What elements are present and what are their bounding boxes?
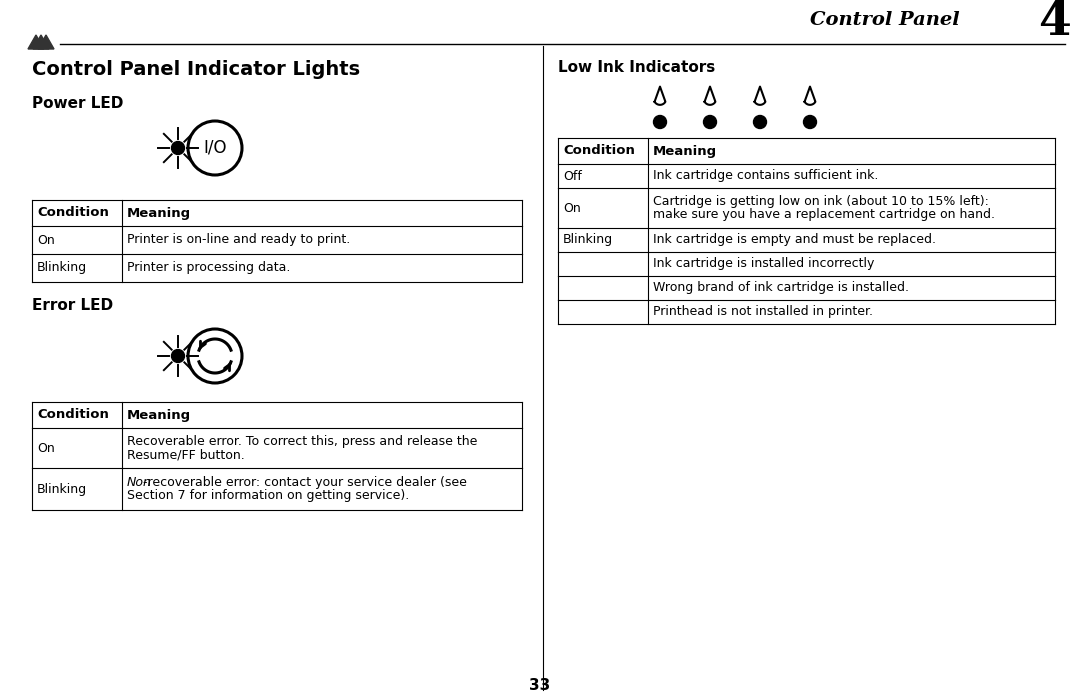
Circle shape: [172, 350, 185, 362]
Text: 4: 4: [1039, 0, 1071, 45]
Text: Condition: Condition: [37, 408, 109, 422]
Text: Power LED: Power LED: [32, 96, 123, 111]
Polygon shape: [28, 35, 44, 49]
Text: Printhead is not installed in printer.: Printhead is not installed in printer.: [653, 306, 873, 318]
Text: Cartridge is getting low on ink (about 10 to 15% left):: Cartridge is getting low on ink (about 1…: [653, 195, 989, 208]
Text: Ink cartridge is installed incorrectly: Ink cartridge is installed incorrectly: [653, 258, 875, 271]
Text: Blinking: Blinking: [37, 482, 87, 496]
Circle shape: [804, 115, 816, 128]
Text: Ink cartridge is empty and must be replaced.: Ink cartridge is empty and must be repla…: [653, 234, 936, 246]
Text: -recoverable error: contact your service dealer (see: -recoverable error: contact your service…: [143, 476, 467, 489]
Text: Meaning: Meaning: [653, 144, 717, 158]
Text: Error LED: Error LED: [32, 298, 113, 313]
Text: Condition: Condition: [563, 144, 635, 158]
Circle shape: [703, 115, 716, 128]
Text: make sure you have a replacement cartridge on hand.: make sure you have a replacement cartrid…: [653, 208, 995, 221]
Text: On: On: [563, 202, 581, 214]
Text: Meaning: Meaning: [127, 408, 191, 422]
Text: On: On: [37, 442, 55, 454]
Text: On: On: [37, 234, 55, 246]
Text: Off: Off: [563, 170, 582, 182]
Circle shape: [754, 115, 767, 128]
Text: Resume/FF button.: Resume/FF button.: [127, 448, 245, 461]
Text: Blinking: Blinking: [37, 262, 87, 274]
Text: Non: Non: [127, 476, 152, 489]
Text: Section 7 for information on getting service).: Section 7 for information on getting ser…: [127, 489, 409, 502]
Text: Low Ink Indicators: Low Ink Indicators: [558, 60, 715, 75]
Text: Printer is processing data.: Printer is processing data.: [127, 262, 291, 274]
Circle shape: [653, 115, 666, 128]
Text: Meaning: Meaning: [127, 207, 191, 219]
Polygon shape: [38, 35, 54, 49]
Text: Blinking: Blinking: [563, 234, 613, 246]
Polygon shape: [33, 35, 49, 49]
Text: Recoverable error. To correct this, press and release the: Recoverable error. To correct this, pres…: [127, 435, 477, 448]
Text: Condition: Condition: [37, 207, 109, 219]
Text: I/O: I/O: [203, 139, 227, 157]
Text: Control Panel Indicator Lights: Control Panel Indicator Lights: [32, 60, 360, 79]
Circle shape: [172, 142, 185, 154]
Text: Ink cartridge contains sufficient ink.: Ink cartridge contains sufficient ink.: [653, 170, 878, 182]
Text: 33: 33: [529, 678, 551, 692]
Text: Wrong brand of ink cartridge is installed.: Wrong brand of ink cartridge is installe…: [653, 281, 909, 295]
Text: Control Panel: Control Panel: [810, 11, 960, 29]
Text: Printer is on-line and ready to print.: Printer is on-line and ready to print.: [127, 234, 350, 246]
